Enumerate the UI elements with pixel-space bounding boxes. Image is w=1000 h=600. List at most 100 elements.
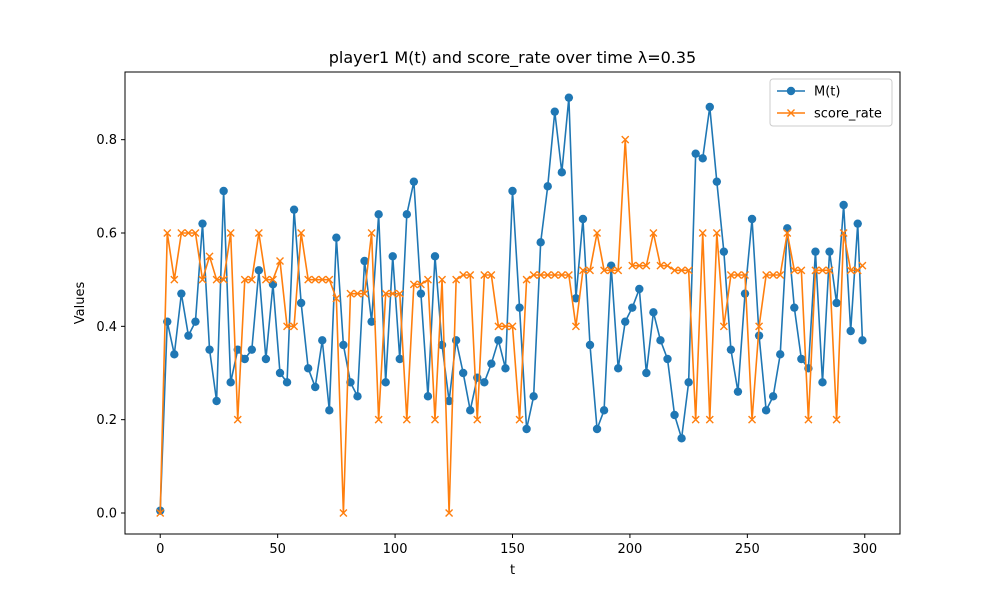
series-0-point-31	[374, 210, 383, 219]
series-0-point-59	[571, 294, 581, 303]
series-0-point-43	[458, 368, 468, 378]
series-1-point-51	[515, 415, 524, 424]
series-1-point-80	[719, 322, 728, 331]
series-0-point-9	[219, 186, 228, 196]
series-1-point-1	[163, 229, 172, 237]
series-0-point-10	[226, 378, 235, 387]
series-0-point-15	[261, 354, 271, 364]
series-0-point-98	[846, 326, 855, 336]
series-0-point-96	[832, 298, 841, 308]
series-0-point-60	[578, 214, 588, 224]
series-1-point-98	[846, 266, 855, 275]
series-1-point-28	[353, 289, 362, 298]
series-0-point-95	[825, 247, 834, 256]
series-1-point-29	[360, 289, 369, 298]
legend: M(t) score_rate	[769, 78, 893, 127]
series-0-point-86	[761, 406, 771, 415]
series-1-point-23	[318, 275, 327, 284]
x-tick-label-3: 150	[500, 542, 525, 557]
series-1-point-15	[261, 275, 270, 284]
series-1-point-6	[198, 275, 207, 284]
series-0-point-12	[240, 354, 249, 364]
x-tick-label-2: 100	[383, 542, 408, 557]
legend-marker-0	[786, 86, 796, 96]
legend-label-1: score_rate	[814, 107, 882, 122]
series-0-point-91	[797, 354, 806, 364]
series-0-point-88	[776, 350, 785, 359]
series-1-point-76	[691, 415, 700, 424]
series-0-point-69	[642, 368, 651, 378]
series-1-point-5	[191, 229, 200, 237]
series-0-point-16	[268, 280, 278, 289]
series-1-point-88	[776, 271, 785, 279]
series-1-point-9	[219, 275, 228, 284]
series-1-point-21	[304, 275, 313, 284]
series-1-point-46	[480, 271, 489, 279]
series-1-point-67	[628, 261, 637, 270]
series-0-point-63	[599, 406, 609, 415]
series-0-point-54	[536, 238, 545, 247]
series-1-point-70	[649, 229, 658, 237]
chart-title: player1 M(t) and score_rate over time λ=…	[329, 48, 696, 68]
series-1-point-0	[156, 509, 165, 517]
series-0-point-30	[367, 317, 376, 326]
series-1-point-90	[790, 266, 799, 275]
series-0-point-46	[480, 378, 489, 387]
series-0-point-93	[811, 247, 820, 256]
series-0-point-24	[325, 406, 334, 415]
series-1-point-20	[297, 229, 306, 237]
series-1-point-37	[416, 280, 425, 289]
series-0-point-71	[656, 336, 665, 345]
series-0-point-26	[339, 340, 348, 350]
x-tick-label-0: 0	[156, 542, 164, 557]
series-0-point-25	[332, 233, 341, 242]
series-1-point-95	[825, 266, 834, 275]
legend-item-0: M(t)	[777, 85, 840, 100]
series-0-point-3	[177, 289, 186, 298]
series-1-point-16	[268, 275, 277, 284]
series-0-point-42	[451, 336, 461, 345]
series-1-point-47	[487, 271, 496, 279]
legend-marker-1	[787, 109, 795, 117]
series-0-point-51	[515, 303, 524, 312]
series-1-point-52	[522, 275, 531, 284]
series-0-point-37	[416, 289, 426, 298]
series-0-point-2	[170, 350, 179, 359]
series-0-point-5	[191, 317, 200, 326]
x-tick-label-1: 50	[269, 542, 286, 557]
series-0-point-22	[311, 382, 320, 392]
series-0-point-90	[790, 303, 799, 312]
series-0-point-8	[212, 396, 221, 406]
series-0-point-94	[818, 378, 827, 387]
series-0-point-7	[205, 345, 214, 354]
series-0-point-77	[698, 154, 707, 163]
series-1-point-87	[769, 271, 778, 279]
series-0-point-52	[522, 424, 531, 434]
series-0-point-50	[508, 186, 517, 196]
legend-label-0: M(t)	[814, 85, 840, 100]
series-0-point-55	[543, 182, 552, 191]
series-0-point-66	[621, 317, 630, 326]
series-1-point-91	[797, 266, 806, 275]
series-0-point-75	[684, 378, 693, 387]
series-1-point-73	[670, 266, 679, 275]
series-0-point-64	[606, 261, 616, 270]
series-0-point-87	[768, 392, 778, 401]
series-0-point-72	[663, 354, 672, 364]
series-1-point-36	[409, 280, 418, 289]
series-0-point-78	[705, 102, 714, 112]
series-1-point-56	[550, 271, 559, 279]
series-1-point-50	[508, 322, 517, 331]
series-1-point-33	[388, 289, 397, 298]
series-1-point-42	[452, 275, 461, 284]
series-1-point-30	[367, 229, 376, 237]
series-1-point-22	[311, 275, 320, 284]
series-1-point-49	[501, 322, 510, 331]
series-0-point-41	[444, 396, 454, 406]
series-0-point-76	[691, 149, 700, 158]
y-tick-label-3: 0.6	[96, 227, 117, 242]
series-1-point-62	[593, 229, 602, 237]
series-1-point-86	[762, 271, 771, 279]
series-1-point-3	[177, 229, 186, 237]
